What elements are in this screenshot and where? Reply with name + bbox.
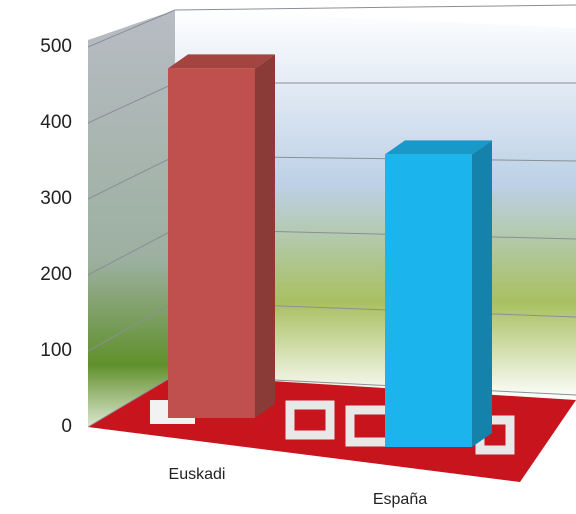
- y-tick-label: 200: [40, 264, 72, 285]
- grid-line: [87, 155, 176, 200]
- side-wall: [88, 10, 175, 427]
- grid-line: [87, 301, 176, 352]
- x-tick-label: España: [373, 491, 427, 508]
- bar-top: [168, 54, 275, 69]
- bar-side: [472, 140, 492, 447]
- grid-line: [87, 9, 176, 48]
- grid-line: [87, 228, 176, 276]
- bar: [385, 154, 472, 447]
- grid-line: [87, 82, 176, 124]
- bar: [168, 68, 255, 419]
- grid-line: [87, 374, 176, 428]
- y-tick-label: 100: [40, 340, 72, 361]
- y-tick-label: 300: [40, 188, 72, 209]
- x-tick-label: Euskadi: [169, 466, 226, 483]
- y-tick-label: 400: [40, 112, 72, 133]
- bar-top: [385, 140, 492, 155]
- bar-side: [255, 54, 275, 419]
- grid-line: [174, 4, 576, 11]
- y-tick-label: 0: [61, 416, 72, 437]
- y-tick-label: 500: [40, 36, 72, 57]
